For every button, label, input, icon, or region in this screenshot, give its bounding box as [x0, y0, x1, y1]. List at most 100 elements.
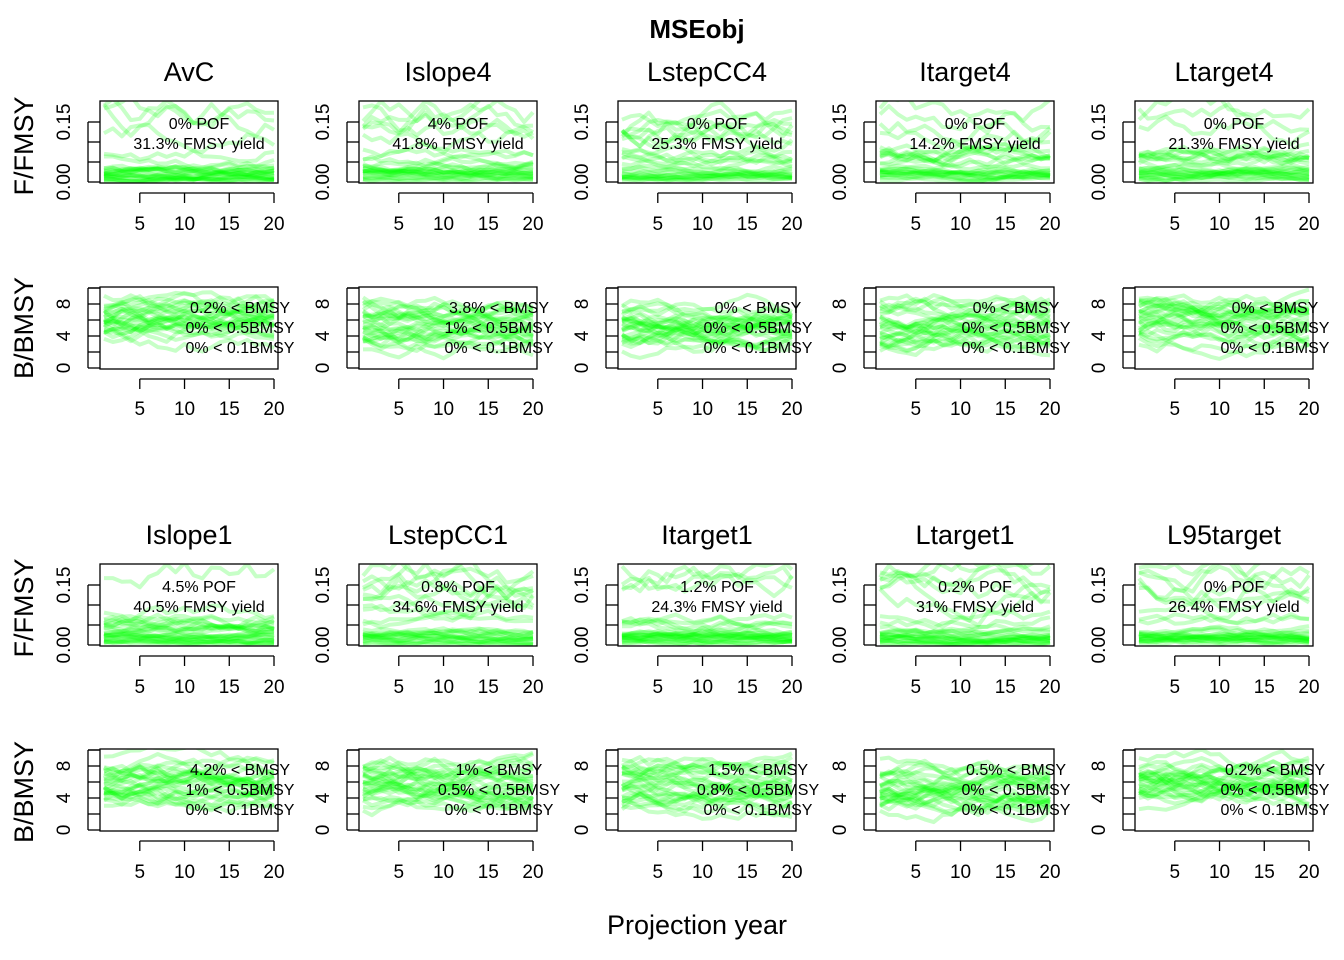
simulation-line — [879, 793, 1051, 825]
y-tick-label: 0.15 — [830, 567, 851, 604]
simulation-line — [103, 165, 275, 183]
y-tick-label: 4 — [572, 792, 593, 803]
simulation-line — [621, 308, 793, 335]
simulation-line — [879, 332, 1051, 354]
simulation-line — [879, 331, 1051, 353]
mp-title: Itarget1 — [661, 520, 753, 550]
plot-frame — [1134, 748, 1314, 832]
simulation-line — [620, 118, 792, 145]
simulation-line — [1138, 633, 1310, 643]
x-tick-label: 10 — [174, 677, 195, 698]
yield-label: 24.3% FMSY yield — [651, 599, 782, 616]
simulation-line — [879, 141, 1051, 159]
x-tick-label: 10 — [950, 862, 971, 883]
b-panel-Ltarget4: 0 4 8 5 10 15 20 0% < BMSY 0% < 0.5BMSY 0% < 0.1B… — [1089, 286, 1330, 420]
f-panel-L95target: L95target 0.00 0.15 5 10 15 20 0% POF 26.4% FMSY… — [1089, 520, 1320, 698]
simulation-line — [621, 310, 793, 339]
simulation-line — [103, 765, 275, 786]
simulation-line — [879, 148, 1051, 164]
y-tick-label: 0.00 — [54, 164, 75, 201]
simulation-line — [1137, 101, 1310, 147]
simulation-line — [362, 627, 534, 640]
simulation-line — [362, 323, 535, 345]
simulation-line — [1138, 315, 1311, 343]
x-tick-label: 20 — [522, 862, 543, 883]
simulation-line — [362, 322, 535, 344]
simulation-line — [621, 804, 793, 821]
b-panel-Itarget1: 0 4 8 5 10 15 20 1.5% < BMSY 0.8% < 0.5BMSY 0% < … — [572, 748, 819, 883]
x-tick-label: 15 — [737, 399, 758, 420]
simulation-line — [1138, 778, 1310, 806]
x-tick-label: 20 — [263, 862, 284, 883]
simulation-line — [103, 625, 275, 638]
x-tick-label: 5 — [135, 862, 146, 883]
simulation-line — [362, 793, 535, 818]
simulation-line — [1137, 309, 1310, 345]
yield-label: 14.2% FMSY yield — [909, 136, 1040, 153]
simulation-line — [103, 638, 275, 646]
bmsy-prob-label: 0.2% < BMSY — [190, 300, 290, 317]
plot-frame — [617, 286, 797, 370]
simulation-line — [879, 169, 1051, 181]
simulation-line — [1138, 146, 1310, 166]
simulation-line — [1138, 306, 1310, 321]
x-tick-label: 10 — [433, 862, 454, 883]
simulation-line — [362, 769, 534, 781]
simulation-line — [1138, 632, 1310, 645]
simulation-line — [879, 796, 1052, 824]
simulation-line — [879, 302, 1051, 330]
simulation-line — [361, 336, 534, 358]
simulation-line — [103, 316, 275, 342]
simulation-line — [103, 163, 275, 176]
simulation-line — [362, 627, 534, 641]
simulation-line — [879, 316, 1052, 336]
simulation-line — [362, 770, 534, 787]
x-tick-label: 15 — [995, 214, 1016, 235]
simulation-line — [1138, 165, 1310, 177]
simulation-line — [103, 299, 275, 330]
simulation-lines — [102, 749, 276, 814]
simulation-line — [103, 769, 275, 787]
simulation-lines — [1137, 101, 1311, 183]
pof-label: 0% POF — [169, 116, 230, 133]
simulation-line — [879, 635, 1051, 646]
simulation-line — [103, 175, 275, 183]
simulation-line — [104, 798, 275, 813]
f-panel-Ltarget4: Ltarget4 0.00 0.15 5 10 15 20 0% POF 21.3% FMSY … — [1089, 57, 1320, 235]
simulation-line — [103, 176, 275, 183]
simulation-line — [1138, 781, 1311, 812]
simulation-line — [621, 312, 794, 335]
x-tick-label: 5 — [135, 399, 146, 420]
simulation-line — [1138, 298, 1310, 318]
simulation-line — [1137, 311, 1310, 337]
x-tick-label: 20 — [1039, 677, 1060, 698]
b-panel-Islope4: 0 4 8 5 10 15 20 3.8% < BMSY 1% < 0.5BMSY 0% < 0.… — [313, 286, 554, 420]
simulation-line — [1138, 766, 1310, 782]
simulation-line — [879, 766, 1051, 785]
simulation-line — [621, 774, 793, 805]
b-panel-Islope1: 0 4 8 5 10 15 20 4.2% < BMSY 1% < 0.5BMSY 0% < 0.… — [54, 748, 295, 883]
simulation-line — [620, 762, 793, 782]
simulation-line — [1138, 299, 1310, 314]
simulation-line — [103, 629, 275, 642]
bmsy-prob-label: 0% < 0.1BMSY — [962, 802, 1071, 819]
x-tick-label: 5 — [653, 677, 664, 698]
simulation-line — [362, 169, 534, 179]
simulation-line — [103, 327, 275, 354]
simulation-line — [620, 316, 793, 334]
simulation-line — [361, 295, 534, 323]
mp-title: Islope4 — [404, 57, 491, 87]
pof-label: 1.2% POF — [680, 579, 754, 596]
simulation-line — [621, 158, 793, 172]
bmsy-prob-label: 0% < 0.1BMSY — [1221, 802, 1330, 819]
simulation-line — [621, 172, 793, 182]
pof-label: 4% POF — [428, 116, 489, 133]
bmsy-prob-label: 1% < 0.5BMSY — [445, 320, 554, 337]
simulation-line — [620, 292, 793, 320]
simulation-line — [1138, 296, 1310, 319]
simulation-line — [103, 298, 276, 327]
simulation-line — [102, 762, 275, 782]
simulation-line — [362, 313, 535, 331]
x-tick-label: 15 — [995, 399, 1016, 420]
x-tick-label: 15 — [478, 214, 499, 235]
